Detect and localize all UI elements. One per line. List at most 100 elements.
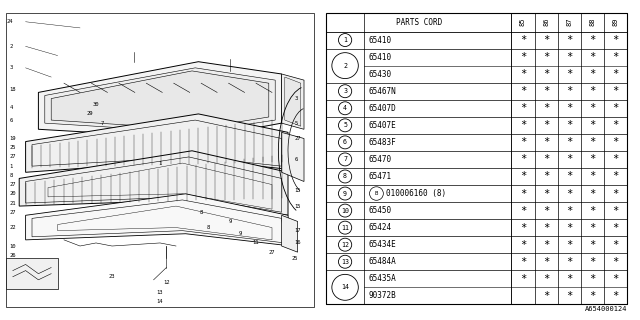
Text: 65470: 65470 — [369, 155, 392, 164]
Text: 27: 27 — [10, 182, 16, 187]
Text: *: * — [566, 35, 572, 45]
Text: 8: 8 — [206, 225, 210, 230]
Text: A654000124: A654000124 — [585, 306, 627, 312]
Circle shape — [339, 170, 352, 183]
Text: 65410: 65410 — [369, 36, 392, 44]
Text: 1: 1 — [158, 161, 162, 165]
Text: *: * — [612, 69, 619, 79]
Text: *: * — [520, 205, 526, 216]
Text: *: * — [612, 291, 619, 301]
Text: *: * — [612, 172, 619, 181]
Text: *: * — [612, 52, 619, 62]
Text: 15: 15 — [294, 204, 301, 209]
Text: *: * — [566, 257, 572, 267]
Text: 22: 22 — [10, 225, 16, 230]
Text: *: * — [543, 223, 549, 233]
Circle shape — [339, 34, 352, 46]
Text: *: * — [520, 155, 526, 164]
Text: *: * — [520, 86, 526, 96]
Circle shape — [339, 153, 352, 166]
Text: 13: 13 — [157, 290, 163, 295]
Text: 20: 20 — [10, 191, 16, 196]
Text: 90372B: 90372B — [369, 291, 396, 300]
Text: *: * — [566, 223, 572, 233]
Text: *: * — [566, 69, 572, 79]
Circle shape — [339, 187, 352, 200]
Text: 2: 2 — [343, 63, 347, 68]
Text: *: * — [520, 257, 526, 267]
Text: 18: 18 — [10, 87, 16, 92]
Text: *: * — [589, 137, 596, 148]
Text: 16: 16 — [294, 240, 301, 245]
Text: *: * — [543, 274, 549, 284]
Text: 12: 12 — [163, 280, 170, 285]
Text: 11: 11 — [341, 225, 349, 231]
Text: *: * — [543, 120, 549, 130]
Text: 26: 26 — [10, 253, 16, 258]
Text: 13: 13 — [341, 259, 349, 265]
Text: *: * — [612, 205, 619, 216]
Circle shape — [332, 274, 358, 300]
Text: *: * — [520, 35, 526, 45]
Circle shape — [339, 85, 352, 98]
Text: 9: 9 — [238, 231, 242, 236]
Text: 5: 5 — [294, 121, 298, 126]
Text: 17: 17 — [294, 228, 301, 233]
Text: *: * — [520, 172, 526, 181]
Text: 1: 1 — [343, 37, 347, 43]
Text: *: * — [566, 188, 572, 198]
Text: *: * — [589, 52, 596, 62]
Text: 29: 29 — [86, 111, 93, 116]
Text: 25: 25 — [291, 256, 298, 261]
Text: 27: 27 — [10, 155, 16, 159]
Text: *: * — [543, 103, 549, 113]
Text: 8: 8 — [343, 173, 347, 180]
Text: *: * — [566, 291, 572, 301]
Polygon shape — [285, 77, 301, 126]
Text: 8: 8 — [10, 173, 13, 178]
Text: *: * — [589, 155, 596, 164]
Text: *: * — [612, 274, 619, 284]
Text: *: * — [520, 120, 526, 130]
Text: 85: 85 — [520, 18, 526, 26]
Text: *: * — [566, 52, 572, 62]
Polygon shape — [26, 194, 291, 246]
Text: *: * — [520, 52, 526, 62]
Text: 010006160 (8): 010006160 (8) — [386, 189, 446, 198]
Text: 27: 27 — [294, 136, 301, 141]
Text: *: * — [543, 257, 549, 267]
Text: *: * — [566, 155, 572, 164]
Text: *: * — [520, 240, 526, 250]
Text: *: * — [612, 137, 619, 148]
Text: *: * — [543, 291, 549, 301]
Text: 65467N: 65467N — [369, 87, 396, 96]
Text: *: * — [520, 137, 526, 148]
Text: B: B — [375, 191, 378, 196]
Text: *: * — [543, 52, 549, 62]
Circle shape — [339, 255, 352, 268]
Polygon shape — [38, 62, 282, 139]
Text: 65424: 65424 — [369, 223, 392, 232]
Text: 21: 21 — [10, 201, 16, 205]
Text: *: * — [589, 172, 596, 181]
Polygon shape — [19, 151, 288, 215]
Text: 65407E: 65407E — [369, 121, 396, 130]
Text: *: * — [612, 103, 619, 113]
Text: 65471: 65471 — [369, 172, 392, 181]
Text: *: * — [566, 103, 572, 113]
Text: *: * — [543, 137, 549, 148]
Text: 10: 10 — [10, 244, 16, 249]
Text: *: * — [543, 188, 549, 198]
Text: 11: 11 — [253, 240, 259, 245]
Polygon shape — [282, 74, 304, 129]
Circle shape — [339, 221, 352, 234]
Text: 65450: 65450 — [369, 206, 392, 215]
Polygon shape — [282, 215, 298, 252]
Text: *: * — [566, 86, 572, 96]
Text: 4: 4 — [10, 105, 13, 110]
Circle shape — [339, 102, 352, 115]
Text: 24: 24 — [6, 19, 13, 24]
Polygon shape — [26, 114, 288, 172]
Polygon shape — [51, 71, 269, 129]
Text: *: * — [589, 291, 596, 301]
